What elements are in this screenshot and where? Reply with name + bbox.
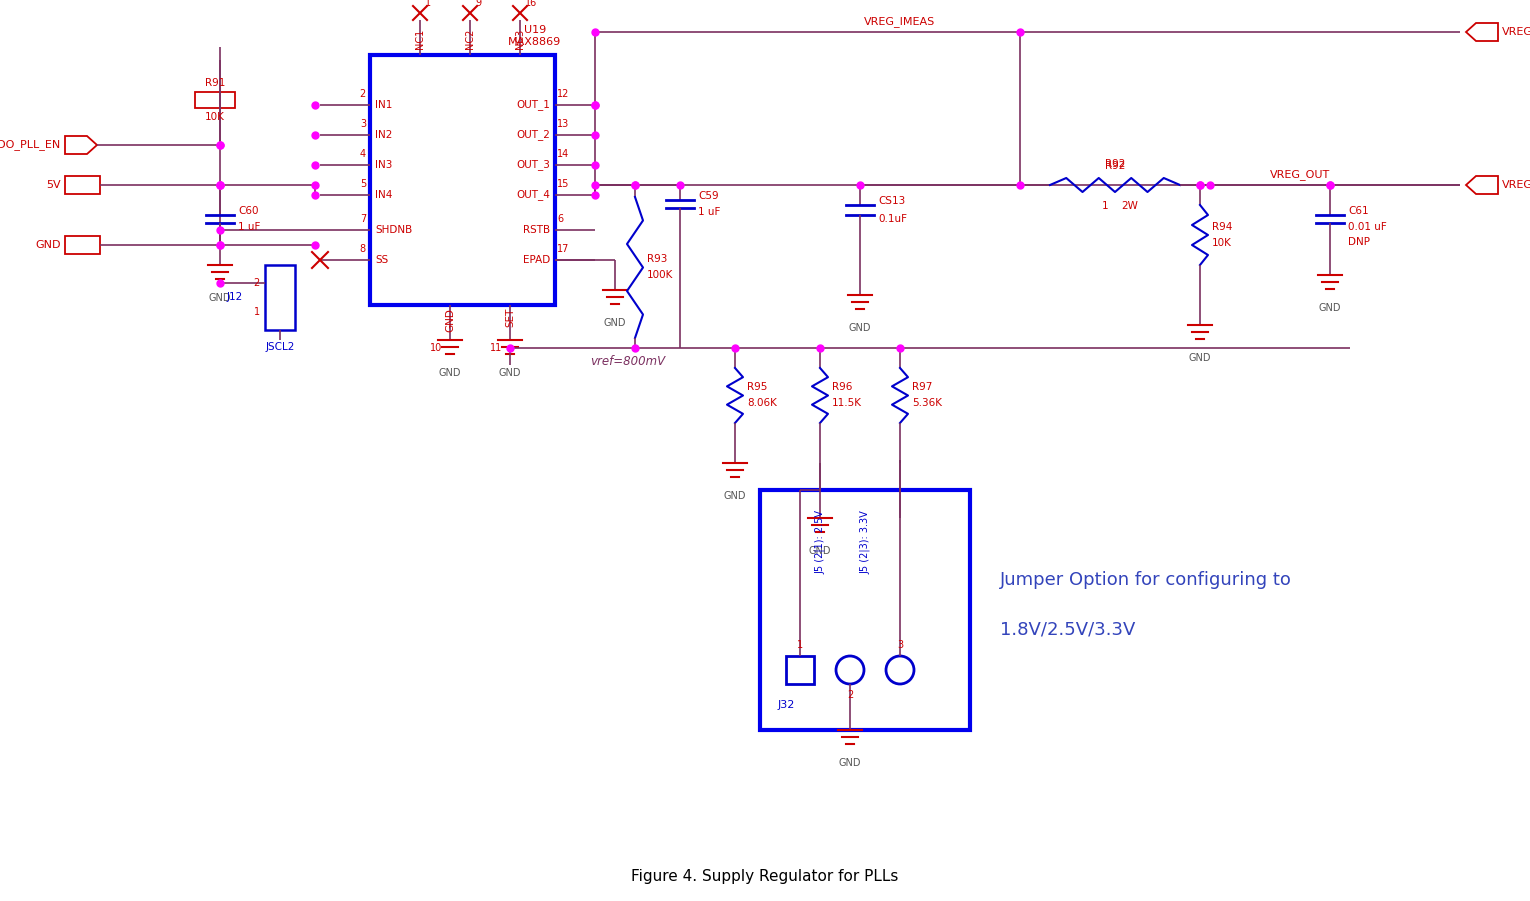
Text: 5V: 5V bbox=[46, 180, 61, 190]
Bar bbox=[64, 236, 99, 254]
Text: VREG_OUT: VREG_OUT bbox=[1502, 179, 1530, 190]
Text: vref=800mV: vref=800mV bbox=[591, 355, 666, 368]
Text: DNP: DNP bbox=[1348, 237, 1369, 247]
Text: R91: R91 bbox=[205, 78, 225, 88]
Text: IN2: IN2 bbox=[375, 130, 392, 140]
Text: J5 (2|1): 2.5V: J5 (2|1): 2.5V bbox=[815, 510, 825, 574]
Text: 12: 12 bbox=[557, 89, 569, 99]
Bar bbox=[370, 55, 555, 305]
Text: 10: 10 bbox=[430, 343, 442, 353]
Text: SS: SS bbox=[375, 255, 389, 265]
Bar bbox=[786, 656, 814, 684]
Text: VDDO_PLL_EN: VDDO_PLL_EN bbox=[0, 140, 61, 150]
Text: R96: R96 bbox=[832, 383, 852, 393]
Text: 0.1uF: 0.1uF bbox=[878, 214, 907, 224]
Text: GND: GND bbox=[35, 240, 61, 250]
Text: 11: 11 bbox=[490, 343, 502, 353]
Text: 1: 1 bbox=[797, 640, 803, 650]
Text: GND: GND bbox=[849, 323, 871, 333]
Text: 2: 2 bbox=[848, 690, 854, 700]
Text: 8: 8 bbox=[360, 244, 366, 254]
Text: 3: 3 bbox=[360, 119, 366, 129]
Text: R95: R95 bbox=[747, 383, 768, 393]
Text: 11.5K: 11.5K bbox=[832, 398, 861, 408]
Text: C60: C60 bbox=[239, 206, 259, 216]
Text: Jumper Option for configuring to: Jumper Option for configuring to bbox=[1001, 571, 1291, 589]
Text: GND: GND bbox=[809, 546, 831, 556]
Text: SET: SET bbox=[505, 308, 516, 327]
Text: 0.01 uF: 0.01 uF bbox=[1348, 222, 1386, 232]
Text: OUT_4: OUT_4 bbox=[516, 189, 549, 200]
Text: C59: C59 bbox=[698, 191, 719, 201]
Text: VREG_IMEAS: VREG_IMEAS bbox=[1502, 26, 1530, 38]
Text: C61: C61 bbox=[1348, 206, 1369, 216]
Text: 1 uF: 1 uF bbox=[239, 222, 260, 232]
Text: GND: GND bbox=[838, 758, 861, 768]
Text: IN4: IN4 bbox=[375, 190, 392, 200]
Bar bbox=[760, 490, 970, 730]
Text: R97: R97 bbox=[912, 383, 932, 393]
Bar bbox=[64, 176, 99, 194]
Text: 1: 1 bbox=[254, 307, 260, 317]
Text: OUT_1: OUT_1 bbox=[516, 99, 549, 111]
Text: 8.06K: 8.06K bbox=[747, 398, 777, 408]
Text: GND: GND bbox=[499, 368, 522, 378]
Text: 1: 1 bbox=[1102, 201, 1108, 211]
Text: R93: R93 bbox=[647, 254, 667, 265]
Text: VREG_OUT: VREG_OUT bbox=[1270, 169, 1330, 180]
Text: GND: GND bbox=[1319, 303, 1342, 313]
Text: U19: U19 bbox=[523, 25, 546, 35]
Text: 7: 7 bbox=[360, 214, 366, 224]
Text: 3: 3 bbox=[897, 640, 903, 650]
Text: OUT_3: OUT_3 bbox=[516, 159, 549, 170]
Text: 1 uF: 1 uF bbox=[698, 207, 721, 217]
Text: OUT_2: OUT_2 bbox=[516, 130, 549, 141]
Text: GND: GND bbox=[445, 308, 454, 332]
Text: 10K: 10K bbox=[205, 112, 225, 122]
Text: J12: J12 bbox=[226, 293, 243, 303]
Text: IN3: IN3 bbox=[375, 160, 392, 170]
Text: 4: 4 bbox=[360, 149, 366, 159]
Text: GND: GND bbox=[724, 491, 747, 501]
Text: 10K: 10K bbox=[1212, 238, 1232, 248]
Text: R94: R94 bbox=[1212, 222, 1232, 232]
Text: GND: GND bbox=[439, 368, 461, 378]
Text: 2: 2 bbox=[254, 278, 260, 288]
Text: 17: 17 bbox=[557, 244, 569, 254]
Text: MAX8869: MAX8869 bbox=[508, 37, 562, 47]
Text: 15: 15 bbox=[557, 179, 569, 189]
Bar bbox=[194, 92, 236, 108]
Text: R92: R92 bbox=[1105, 159, 1125, 169]
Text: IN1: IN1 bbox=[375, 100, 392, 110]
Text: 1: 1 bbox=[425, 0, 431, 8]
Text: NC3: NC3 bbox=[516, 29, 525, 49]
Text: GND: GND bbox=[1189, 353, 1212, 363]
Text: 100K: 100K bbox=[647, 270, 673, 280]
Text: CS13: CS13 bbox=[878, 196, 906, 206]
Text: R92: R92 bbox=[1105, 161, 1125, 171]
Text: Figure 4. Supply Regulator for PLLs: Figure 4. Supply Regulator for PLLs bbox=[632, 869, 898, 884]
Text: SHDNB: SHDNB bbox=[375, 225, 412, 235]
Text: 1.8V/2.5V/3.3V: 1.8V/2.5V/3.3V bbox=[1001, 621, 1135, 639]
Text: J32: J32 bbox=[777, 700, 796, 710]
Text: 14: 14 bbox=[557, 149, 569, 159]
Text: 5: 5 bbox=[360, 179, 366, 189]
Text: GND: GND bbox=[208, 293, 231, 303]
Text: GND: GND bbox=[604, 318, 626, 328]
Bar bbox=[265, 265, 295, 330]
Text: NC1: NC1 bbox=[415, 29, 425, 49]
Text: 16: 16 bbox=[525, 0, 537, 8]
Text: VREG_IMEAS: VREG_IMEAS bbox=[864, 16, 936, 27]
Text: J5 (2|3): 3.3V: J5 (2|3): 3.3V bbox=[860, 510, 871, 574]
Text: RSTB: RSTB bbox=[523, 225, 549, 235]
Text: 5.36K: 5.36K bbox=[912, 398, 942, 408]
Text: NC2: NC2 bbox=[465, 29, 474, 49]
Text: 6: 6 bbox=[557, 214, 563, 224]
Text: 2W: 2W bbox=[1121, 201, 1138, 211]
Text: 2: 2 bbox=[360, 89, 366, 99]
Text: 9: 9 bbox=[474, 0, 480, 8]
Text: EPAD: EPAD bbox=[523, 255, 549, 265]
Text: JSCL2: JSCL2 bbox=[265, 342, 295, 352]
Text: 13: 13 bbox=[557, 119, 569, 129]
